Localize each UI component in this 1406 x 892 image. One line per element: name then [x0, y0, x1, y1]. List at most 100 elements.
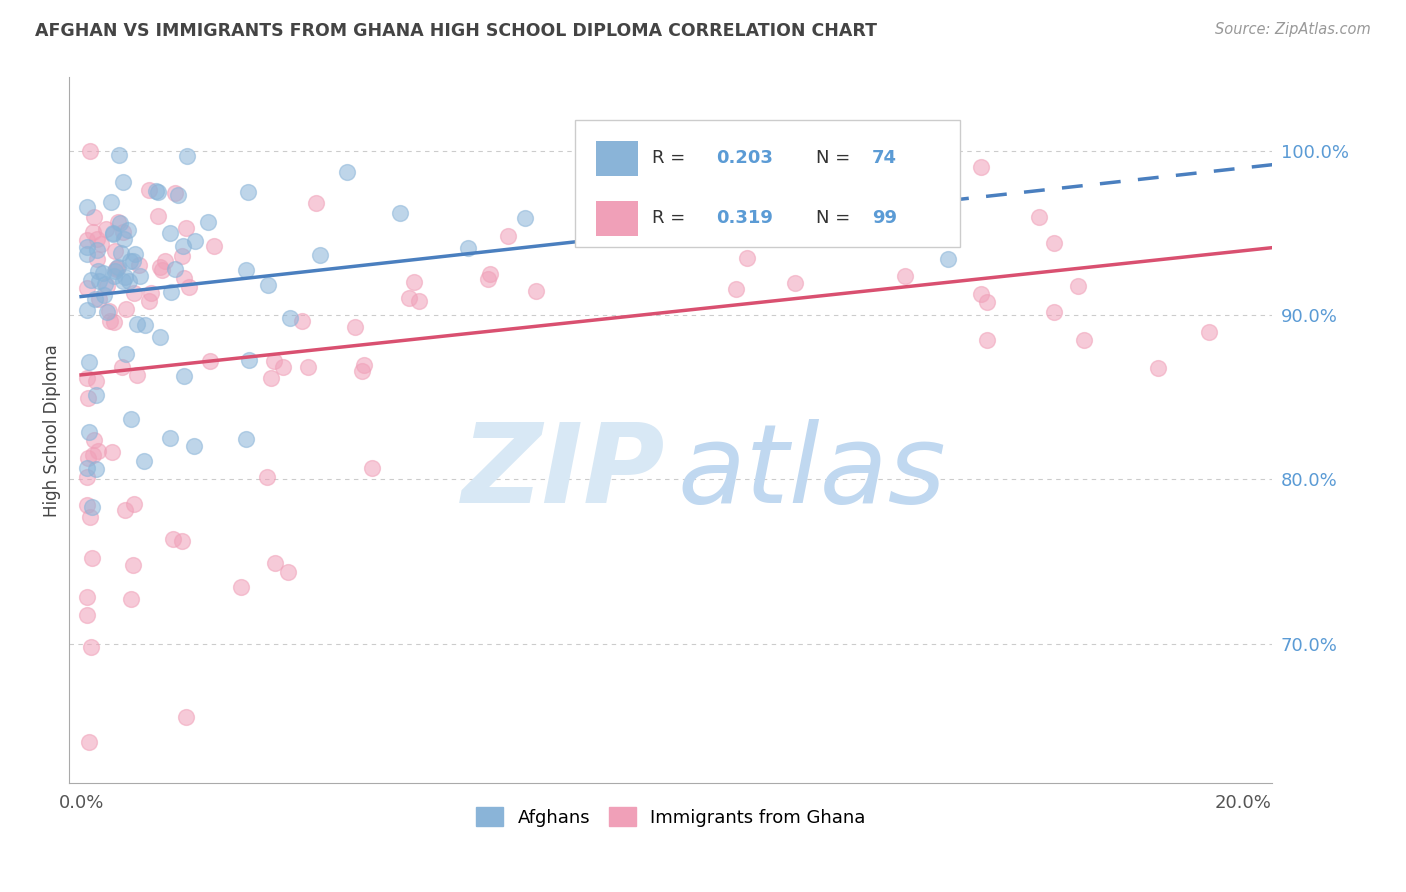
Point [114, 502, 136, 516]
Point [76, 591, 98, 605]
Point [970, 287, 993, 301]
Point [114, 269, 136, 284]
Point [129, 268, 152, 283]
Point [90, 236, 112, 251]
Point [112, 274, 135, 288]
Point [132, 454, 155, 468]
Point [173, 270, 195, 285]
Point [76, 498, 98, 512]
Point [76, 470, 98, 484]
Point [165, 186, 187, 200]
Point [146, 209, 169, 223]
Point [108, 216, 131, 230]
Point [1042, 236, 1064, 251]
Text: N =: N = [815, 149, 856, 167]
Point [176, 148, 198, 162]
Point [76, 370, 98, 384]
Point [76, 240, 98, 254]
Point [84, 374, 107, 388]
Point [170, 534, 193, 549]
Point [97, 304, 120, 318]
Point [76, 608, 98, 623]
Point [575, 194, 598, 209]
Point [256, 278, 278, 293]
Point [172, 238, 194, 252]
Point [679, 186, 702, 201]
Point [80, 500, 103, 515]
Point [231, 581, 253, 595]
Point [112, 232, 135, 246]
Point [264, 556, 287, 570]
Point [278, 310, 301, 325]
Point [170, 249, 193, 263]
Point [935, 194, 957, 208]
Point [76, 391, 98, 405]
Point [84, 462, 107, 476]
Point [477, 272, 499, 286]
Point [159, 285, 181, 299]
Point [122, 497, 145, 511]
Point [77, 735, 100, 749]
Point [134, 318, 156, 332]
Point [197, 215, 219, 229]
Point [94, 277, 117, 292]
Point [87, 443, 110, 458]
Point [79, 145, 101, 159]
Point [139, 285, 162, 300]
Point [336, 165, 359, 179]
Point [115, 302, 138, 317]
Point [1073, 334, 1095, 348]
Point [84, 387, 107, 401]
Point [76, 234, 98, 248]
Point [524, 284, 547, 298]
Point [263, 353, 285, 368]
Point [353, 358, 375, 372]
Point [87, 264, 110, 278]
Point [167, 188, 190, 202]
Point [183, 235, 205, 249]
Point [96, 279, 118, 293]
Point [273, 360, 295, 375]
Point [87, 292, 110, 306]
Point [352, 364, 374, 378]
Text: atlas: atlas [676, 419, 946, 526]
Text: R =: R = [652, 210, 690, 227]
Point [148, 185, 170, 199]
Point [115, 346, 138, 360]
Point [121, 558, 143, 572]
Point [101, 445, 124, 459]
Point [118, 274, 141, 288]
Point [751, 207, 773, 221]
Point [80, 273, 103, 287]
Point [404, 275, 426, 289]
Point [748, 229, 770, 244]
Text: AFGHAN VS IMMIGRANTS FROM GHANA HIGH SCHOOL DIPLOMA CORRELATION CHART: AFGHAN VS IMMIGRANTS FROM GHANA HIGH SCH… [35, 22, 877, 40]
Point [94, 222, 117, 236]
Point [1067, 278, 1090, 293]
Point [76, 246, 98, 260]
Point [149, 260, 172, 274]
Point [98, 314, 121, 328]
Point [388, 206, 411, 220]
Point [79, 425, 101, 439]
Point [108, 148, 131, 162]
Point [107, 260, 129, 274]
Point [138, 294, 160, 309]
Point [125, 317, 148, 331]
Point [176, 220, 198, 235]
Point [76, 302, 98, 317]
Point [100, 195, 122, 210]
Point [159, 431, 181, 445]
Point [309, 248, 332, 262]
Text: 74: 74 [872, 149, 897, 167]
Point [360, 461, 382, 475]
Point [138, 183, 160, 197]
Point [173, 369, 195, 384]
Point [111, 225, 134, 239]
Point [125, 368, 148, 382]
Point [179, 280, 201, 294]
Point [96, 304, 118, 318]
Point [344, 319, 367, 334]
Point [105, 260, 128, 275]
Point [76, 201, 98, 215]
